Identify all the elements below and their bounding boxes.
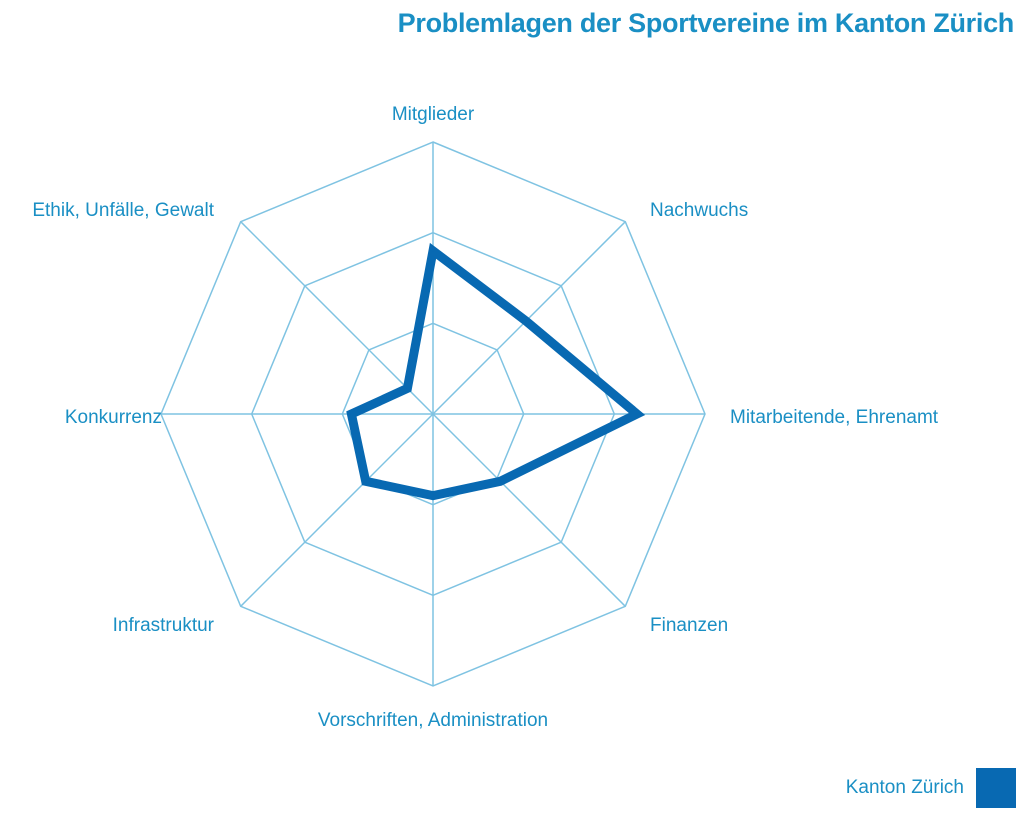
axis-label: Finanzen	[650, 615, 728, 636]
legend-swatch	[976, 768, 1016, 808]
axis-spoke	[240, 413, 434, 607]
grid	[160, 141, 706, 687]
chart-title: Problemlagen der Sportvereine im Kanton …	[397, 8, 1015, 38]
data-point	[636, 413, 638, 415]
series-polygon	[346, 242, 646, 501]
series-layer	[346, 242, 646, 501]
axis-label: Infrastruktur	[113, 615, 215, 636]
axis-label: Mitarbeitende, Ehrenamt	[730, 407, 939, 428]
data-point	[406, 387, 409, 390]
legend-label: Kanton Zürich	[845, 777, 964, 798]
axis-labels: Mitglieder Nachwuchs Mitarbeitende, Ehrena…	[32, 104, 938, 731]
axis-spoke	[432, 413, 626, 607]
axis-label: Vorschriften, Administration	[318, 710, 548, 731]
axis-label: Ethik, Unfälle, Gewalt	[32, 200, 214, 221]
axis-label: Mitglieder	[392, 104, 475, 125]
axis-label: Nachwuchs	[650, 200, 748, 221]
legend: Kanton Zürich	[846, 768, 1016, 808]
data-point	[432, 249, 434, 252]
data-point	[432, 494, 434, 497]
data-point	[350, 413, 353, 415]
data-point	[364, 480, 367, 483]
axis-label: Konkurrenz	[65, 407, 162, 428]
axis-spoke	[240, 221, 434, 415]
data-point	[525, 320, 527, 322]
data-point	[499, 480, 502, 483]
